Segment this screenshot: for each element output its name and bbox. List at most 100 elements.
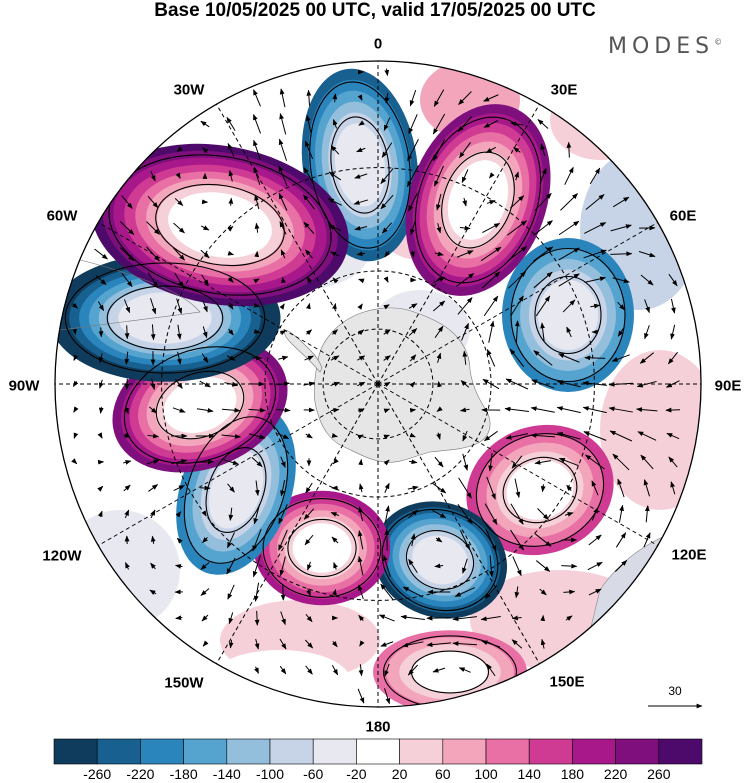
wind-arrow xyxy=(409,89,417,107)
legend-swatch xyxy=(269,738,314,765)
wind-arrow xyxy=(227,276,234,283)
wind-arrow xyxy=(253,139,261,160)
wind-arrow xyxy=(409,459,418,465)
wind-arrow xyxy=(202,299,208,313)
wind-arrow xyxy=(201,510,207,517)
wind-arrow xyxy=(278,504,288,525)
wind-arrow xyxy=(358,278,365,284)
lon-label-30w: 30W xyxy=(173,81,205,99)
streamline-loop xyxy=(123,346,277,464)
wind-arrow xyxy=(199,380,211,388)
wind-arrow xyxy=(615,532,627,548)
latitude-circle xyxy=(322,328,434,440)
wind-arrow xyxy=(150,324,156,341)
wind-arrow xyxy=(176,146,183,153)
wind-arrow xyxy=(481,271,501,289)
wind-arrow xyxy=(99,379,104,389)
wind-arrow xyxy=(253,582,260,602)
wind-arrow xyxy=(614,559,628,572)
wind-arrow xyxy=(381,222,393,234)
wind-arrow xyxy=(304,355,314,361)
wind-arrow xyxy=(562,299,576,313)
wind-arrow xyxy=(331,407,340,413)
wind-arrow xyxy=(587,561,603,571)
wind-arrow xyxy=(200,588,210,596)
legend-swatch xyxy=(226,738,271,765)
antarctic-peninsula xyxy=(284,329,323,373)
wind-arrow xyxy=(356,251,366,257)
wind-arrow xyxy=(97,432,103,439)
wind-arrow xyxy=(460,380,470,388)
contour-level xyxy=(163,376,237,434)
wind-arrow xyxy=(176,298,183,315)
wind-arrow xyxy=(530,433,556,438)
wind-arrow xyxy=(333,561,338,570)
wind-arrow xyxy=(483,295,499,317)
weak-anomaly xyxy=(60,510,180,630)
wind-arrow xyxy=(305,329,313,336)
wind-arrow xyxy=(537,508,549,520)
wind-arrow xyxy=(146,459,160,465)
wind-arrow xyxy=(566,484,573,492)
wind-arrow xyxy=(558,353,580,363)
streamline-loop xyxy=(262,498,382,598)
wind-arrow xyxy=(248,407,267,413)
wind-arrow xyxy=(436,432,441,440)
legend-tick-label: 60 xyxy=(435,766,451,782)
wind-arrow xyxy=(278,529,288,551)
wind-arrow xyxy=(668,456,678,468)
legend-swatch xyxy=(53,738,98,765)
meridian-line xyxy=(98,222,379,385)
wind-arrow xyxy=(279,665,287,675)
wind-arrow xyxy=(254,666,259,674)
wind-arrow xyxy=(402,586,424,598)
wind-arrow xyxy=(668,273,678,287)
wind-arrow xyxy=(409,381,416,388)
wind-arrow xyxy=(147,272,159,288)
wind-arrow xyxy=(331,536,339,544)
wind-arrow xyxy=(124,378,130,390)
wind-arrow xyxy=(540,322,545,342)
wind-arrow xyxy=(305,249,313,259)
wind-arrow xyxy=(452,616,477,622)
wind-arrow xyxy=(514,586,520,599)
wind-arrow xyxy=(558,247,580,261)
wind-arrow xyxy=(383,459,390,466)
wind-arrow xyxy=(201,353,209,363)
wind-arrow xyxy=(254,194,260,210)
wind-arrow xyxy=(486,663,496,677)
streamline-loop xyxy=(475,433,605,547)
wind-arrow xyxy=(609,430,633,442)
wind-arrow xyxy=(327,198,342,206)
wind-arrow xyxy=(584,222,607,234)
wind-arrow xyxy=(252,113,262,134)
wind-arrow xyxy=(384,663,390,677)
wind-arrow xyxy=(564,166,574,185)
wind-arrow xyxy=(174,198,184,206)
wind-arrow xyxy=(305,614,313,623)
wind-arrow xyxy=(561,563,578,569)
wind-arrow xyxy=(303,221,315,234)
anomaly-cell-trough-southern-indian xyxy=(502,238,634,392)
streamline-loop xyxy=(441,151,515,249)
wind-arrow xyxy=(279,221,287,235)
wind-arrow xyxy=(431,509,447,519)
wind-arrow xyxy=(457,116,473,133)
wind-arrow xyxy=(124,509,130,519)
legend-tick-label: -100 xyxy=(255,766,285,782)
wind-arrow xyxy=(71,458,78,465)
wind-arrow xyxy=(276,381,291,387)
wind-arrow xyxy=(510,121,524,127)
wind-arrow xyxy=(564,512,574,517)
wind-arrow xyxy=(510,529,524,551)
wind-arrow xyxy=(383,434,390,440)
wind-arrow xyxy=(454,587,475,597)
wind-arrow xyxy=(228,169,234,182)
wind-arrow xyxy=(279,88,286,108)
wind-arrow xyxy=(275,407,291,413)
wind-arrow xyxy=(640,454,654,470)
wind-arrow xyxy=(556,406,581,414)
wind-arrow xyxy=(583,249,607,259)
wind-arrow xyxy=(200,225,210,231)
streamline-loop xyxy=(205,447,267,533)
